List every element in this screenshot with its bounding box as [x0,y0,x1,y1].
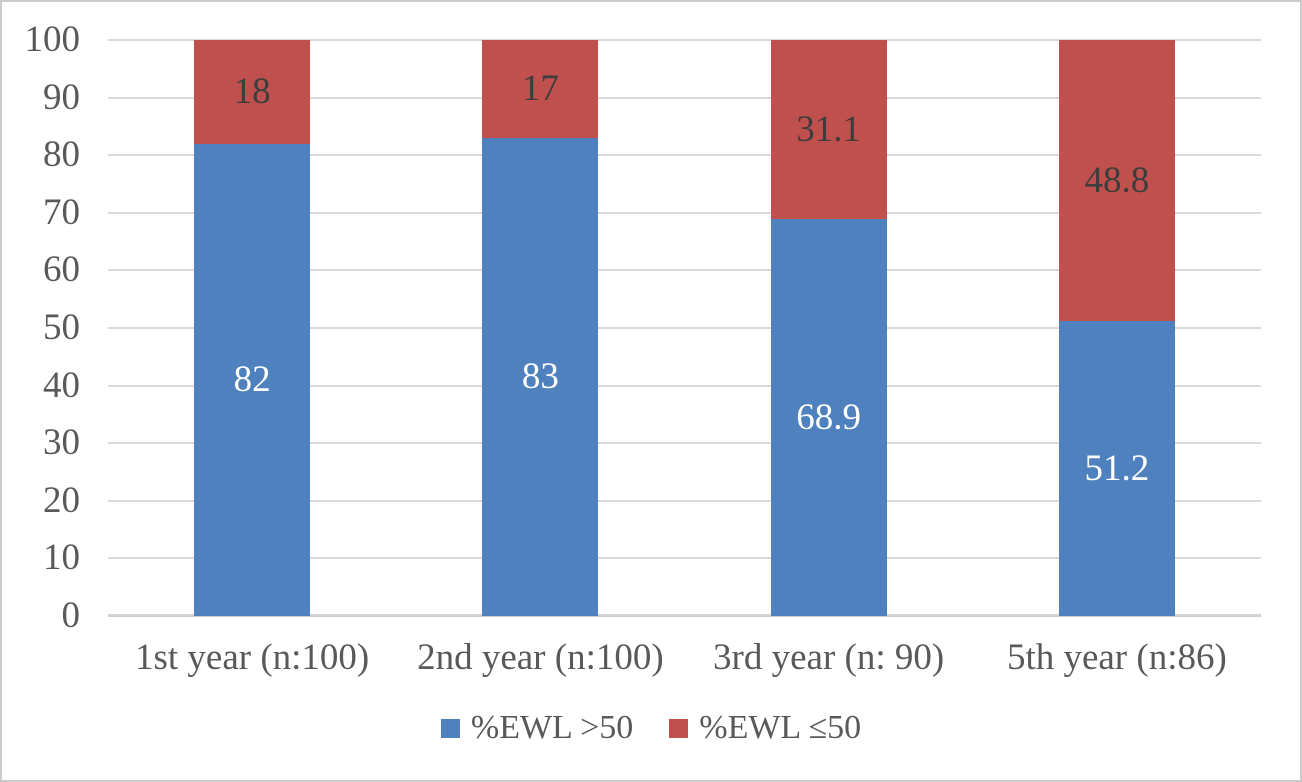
x-axis-category-label: 1st year (n:100) [134,637,370,678]
gridline [108,327,1261,329]
bar-segment-series-1: 31.1 [770,40,887,220]
legend: %EWL >50 %EWL ≤50 [2,705,1300,751]
legend-item-series-0: %EWL >50 [440,709,634,746]
y-axis-tick-label: 90 [43,76,80,118]
y-axis-tick-label: 70 [43,191,80,233]
bar-segment-series-1: 48.8 [1058,40,1175,322]
plot-area: 18 82 17 83 31.1 68.9 48.8 51.2 [108,39,1261,617]
bar-segment-series-1: 17 [482,40,599,138]
bar-3rd: 31.1 68.9 [770,40,887,616]
x-axis-line [108,614,1261,617]
gridline [108,269,1261,272]
y-axis-tick-label: 100 [24,19,81,60]
y-axis-tick-label: 40 [43,364,80,406]
bar-segment-series-0: 83 [482,137,599,616]
bar-1st: 18 82 [194,40,311,616]
legend-item-series-1: %EWL ≤50 [669,711,861,745]
x-axis: 1st year (n:100) 2nd year (n:100) 3rd year… [108,636,1261,680]
data-label: 51.2 [1084,448,1150,490]
y-axis-tick-label: 60 [43,249,80,291]
x-axis-category-label: 2nd year (n:100) [417,637,664,678]
y-axis-tick-label: 0 [61,595,81,636]
data-label: 17 [521,68,559,110]
gridline [108,39,1261,41]
bar-5th: 48.8 51.2 [1058,40,1175,616]
gridline [108,211,1261,214]
gridline [108,96,1261,99]
gridline [108,557,1261,560]
bar-2nd: 17 83 [482,40,599,616]
x-axis-category-label: 5th year (n:86) [1006,637,1227,678]
bar-segment-series-0: 51.2 [1058,321,1175,616]
data-label: 31.1 [796,109,861,151]
data-label: 18 [233,71,271,113]
y-axis-tick-label: 50 [43,307,80,348]
data-label: 48.8 [1084,160,1150,202]
legend-label: %EWL ≤50 [699,709,862,746]
data-label: 83 [521,356,559,398]
y-axis-tick-label: 30 [43,422,80,464]
legend-label: %EWL >50 [470,709,634,746]
bar-segment-series-1: 18 [194,40,311,144]
gridline [108,384,1261,387]
y-axis-tick-label: 10 [43,537,80,579]
y-axis: 0 10 20 30 40 50 60 70 80 90 100 [2,20,81,636]
gridline [108,154,1261,157]
bar-segment-series-0: 68.9 [770,219,887,616]
gridline [108,442,1261,445]
y-axis-tick-label: 80 [43,134,80,176]
y-axis-tick-label: 20 [43,479,80,521]
data-label: 68.9 [796,397,861,439]
data-label: 82 [233,359,271,401]
legend-swatch [669,718,689,738]
x-axis-category-label: 3rd year (n: 90) [713,637,945,678]
gridline [108,499,1261,502]
bar-segment-series-0: 82 [194,143,311,616]
legend-swatch [440,718,460,738]
